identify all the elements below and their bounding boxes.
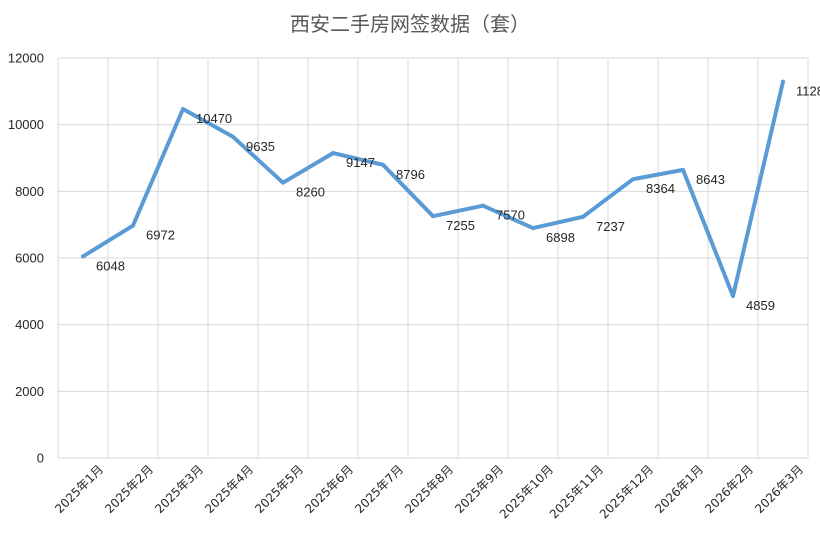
data-point [481,203,485,208]
data-point [281,180,285,185]
y-tick-label: 6000 [15,251,44,266]
data-label: 9635 [246,139,275,154]
data-label: 7570 [496,208,525,223]
data-point [631,177,635,182]
x-tick-label: 2025年3月 [152,462,206,516]
data-point [581,214,585,219]
x-axis-ticks: 2025年1月2025年2月2025年3月2025年4月2025年5月2025年… [52,462,806,521]
data-point [81,254,85,259]
y-tick-label: 8000 [15,184,44,199]
data-label: 8260 [296,185,325,200]
data-point [431,214,435,219]
x-tick-label: 2025年4月 [202,462,256,516]
data-points [81,79,785,299]
data-label: 6048 [96,258,125,273]
x-tick-label: 2025年12月 [597,462,656,521]
series-line [81,79,785,298]
gridlines [57,57,809,459]
x-tick-label: 2026年2月 [702,462,756,516]
y-tick-label: 12000 [8,51,44,66]
data-label: 4859 [746,298,775,313]
y-tick-label: 4000 [15,317,44,332]
y-tick-label: 10000 [8,117,44,132]
data-label: 8643 [696,172,725,187]
data-label: 8364 [646,181,675,196]
data-label: 8796 [396,167,425,182]
data-labels: 6048 6972 10470 9635 8260 9147 8796 7255 7570 689… [96,84,820,313]
data-point [531,226,535,231]
x-tick-label: 2025年8月 [402,462,456,516]
data-point [781,79,785,84]
data-label: 9147 [346,155,375,170]
y-axis-ticks: 0 2000 4000 6000 8000 10000 12000 [8,51,44,466]
data-label: 10470 [196,111,232,126]
data-point [731,294,735,299]
x-tick-label: 2025年1月 [52,462,106,516]
data-label: 7255 [446,218,475,233]
data-point [131,223,135,228]
x-tick-label: 2025年6月 [302,462,356,516]
x-tick-label: 2025年9月 [452,462,506,516]
x-tick-label: 2025年5月 [252,462,306,516]
y-tick-label: 0 [37,451,44,466]
data-point [231,134,235,139]
data-label: 6972 [146,228,175,243]
x-tick-label: 2026年3月 [752,462,806,516]
chart-title: 西安二手房网签数据（套） [290,12,530,36]
x-tick-label: 2025年2月 [102,462,156,516]
x-tick-label: 2025年7月 [352,462,406,516]
data-label: 7237 [596,219,625,234]
data-point [681,167,685,172]
y-tick-label: 2000 [15,384,44,399]
x-tick-label: 2026年1月 [652,462,706,516]
data-point [381,162,385,167]
data-label: 11288 [796,84,820,99]
data-label: 6898 [546,230,575,245]
series-line-group [81,79,785,298]
data-point [331,151,335,156]
data-point [181,107,185,111]
